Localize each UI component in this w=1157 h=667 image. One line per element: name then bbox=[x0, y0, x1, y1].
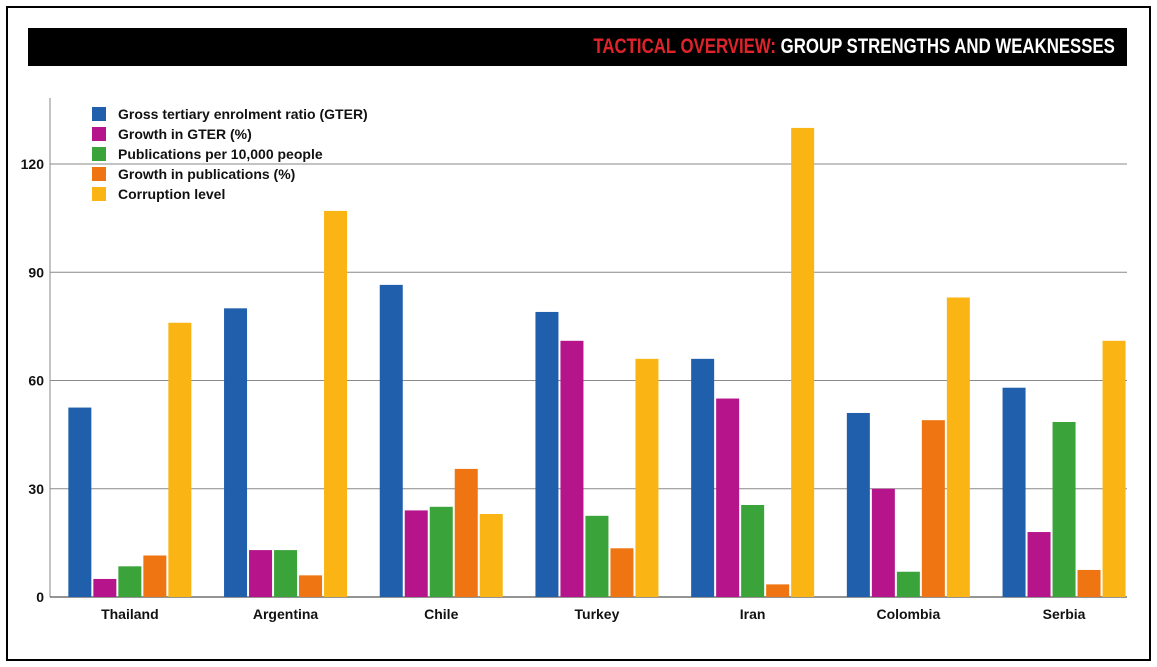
bar-turkey-series-2 bbox=[560, 340, 584, 597]
title-main: GROUP STRENGTHS AND WEAKNESSES bbox=[780, 35, 1115, 58]
y-tick-label-0: 0 bbox=[36, 589, 44, 605]
bar-iran-series-3 bbox=[741, 504, 765, 597]
bar-colombia-series-4 bbox=[921, 420, 945, 597]
x-tick-label-turkey: Turkey bbox=[575, 606, 620, 622]
legend-swatch-1 bbox=[92, 107, 106, 121]
legend-label-5: Corruption level bbox=[118, 186, 225, 202]
bar-serbia-series-1 bbox=[1002, 387, 1026, 597]
bar-iran-series-2 bbox=[716, 398, 740, 597]
bar-thailand-series-1 bbox=[68, 407, 92, 597]
legend-label-4: Growth in publications (%) bbox=[118, 166, 295, 182]
bar-iran-series-4 bbox=[766, 584, 790, 597]
bar-argentina-series-3 bbox=[274, 550, 298, 597]
bar-chile-series-3 bbox=[429, 506, 453, 597]
x-tick-label-chile: Chile bbox=[424, 606, 458, 622]
legend-swatch-2 bbox=[92, 127, 106, 141]
bar-turkey-series-3 bbox=[585, 515, 609, 597]
bar-colombia-series-5 bbox=[946, 297, 970, 597]
y-tick-label-60: 60 bbox=[28, 373, 44, 389]
bar-serbia-series-5 bbox=[1102, 340, 1126, 597]
bar-chile-series-5 bbox=[479, 514, 503, 597]
y-tick-label-30: 30 bbox=[28, 481, 44, 497]
x-tick-label-argentina: Argentina bbox=[253, 606, 319, 622]
y-tick-label-120: 120 bbox=[21, 156, 45, 172]
bar-serbia-series-2 bbox=[1027, 532, 1051, 597]
title-accent: TACTICAL OVERVIEW: bbox=[593, 35, 777, 58]
legend-swatch-4 bbox=[92, 167, 106, 181]
bar-thailand-series-5 bbox=[168, 322, 192, 597]
legend-label-3: Publications per 10,000 people bbox=[118, 146, 323, 162]
legend-label-2: Growth in GTER (%) bbox=[118, 126, 252, 142]
legend-label-1: Gross tertiary enrolment ratio (GTER) bbox=[118, 106, 368, 122]
bar-argentina-series-5 bbox=[324, 210, 348, 598]
bar-thailand-series-3 bbox=[118, 566, 142, 597]
x-tick-label-iran: Iran bbox=[740, 606, 766, 622]
bar-thailand-series-4 bbox=[143, 555, 167, 597]
bar-turkey-series-1 bbox=[535, 311, 559, 597]
legend-swatch-3 bbox=[92, 147, 106, 161]
bar-colombia-series-1 bbox=[846, 412, 870, 597]
legend-swatch-5 bbox=[92, 187, 106, 201]
chart-title: TACTICAL OVERVIEW: GROUP STRENGTHS AND W… bbox=[594, 35, 1115, 59]
bar-iran-series-1 bbox=[691, 358, 715, 597]
bar-thailand-series-2 bbox=[93, 578, 117, 597]
bar-argentina-series-4 bbox=[299, 575, 323, 597]
bar-argentina-series-2 bbox=[249, 550, 273, 597]
bar-turkey-series-4 bbox=[610, 548, 634, 597]
x-tick-label-colombia: Colombia bbox=[876, 606, 940, 622]
bar-chile-series-2 bbox=[404, 510, 428, 597]
bar-colombia-series-3 bbox=[896, 571, 920, 597]
bar-serbia-series-3 bbox=[1052, 421, 1076, 597]
bar-iran-series-5 bbox=[791, 127, 815, 598]
bar-turkey-series-5 bbox=[635, 358, 659, 597]
y-tick-label-90: 90 bbox=[28, 264, 44, 280]
bar-colombia-series-2 bbox=[871, 488, 895, 597]
bar-chile-series-1 bbox=[379, 284, 403, 597]
bar-argentina-series-1 bbox=[224, 308, 248, 597]
x-tick-label-thailand: Thailand bbox=[101, 606, 159, 622]
bar-serbia-series-4 bbox=[1077, 569, 1101, 597]
x-tick-label-serbia: Serbia bbox=[1043, 606, 1086, 622]
bar-chile-series-4 bbox=[454, 468, 478, 597]
title-bar: TACTICAL OVERVIEW: GROUP STRENGTHS AND W… bbox=[28, 28, 1127, 66]
